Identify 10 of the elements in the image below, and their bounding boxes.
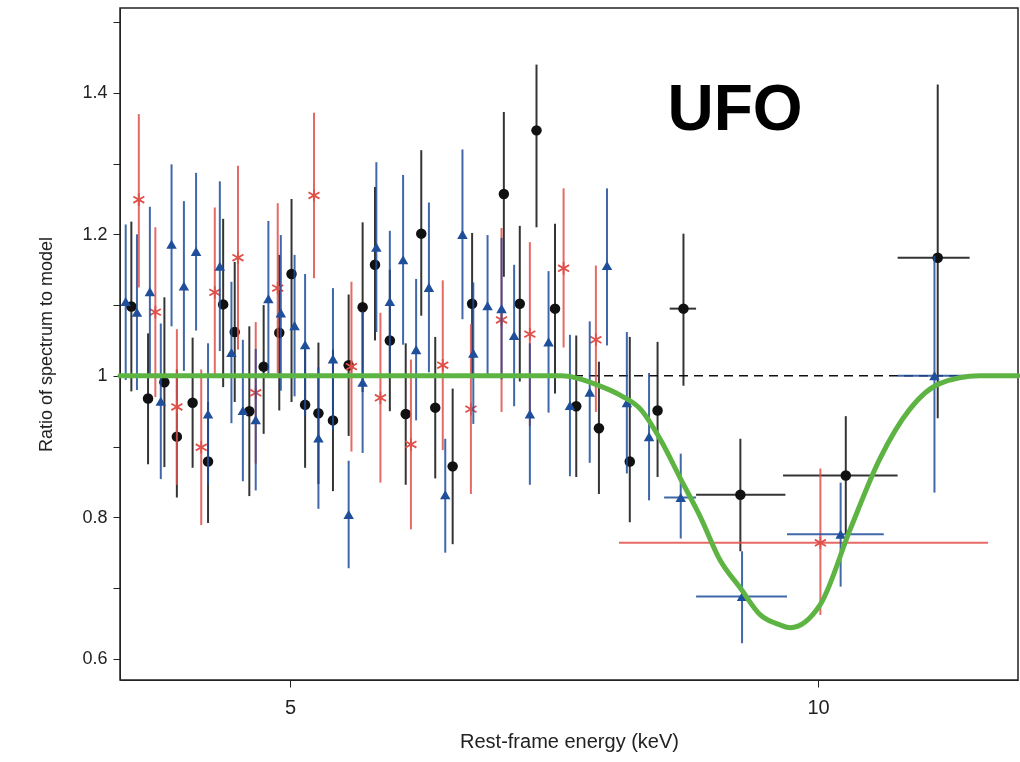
- y-axis-title: Ratio of spectrum to model: [36, 236, 57, 453]
- y-tick-label: 1.4: [82, 82, 108, 103]
- x-axis-title: Rest-frame energy (keV): [460, 729, 679, 752]
- y-tick-label: 0.8: [82, 506, 108, 527]
- x-tick-label: 10: [807, 695, 830, 718]
- y-tick-label: 0.6: [82, 648, 108, 669]
- y-tick-label: 1: [97, 365, 108, 386]
- y-tick-label: 1.2: [82, 223, 108, 244]
- annotation: UFO: [667, 72, 803, 144]
- x-tick-label: 5: [284, 695, 297, 718]
